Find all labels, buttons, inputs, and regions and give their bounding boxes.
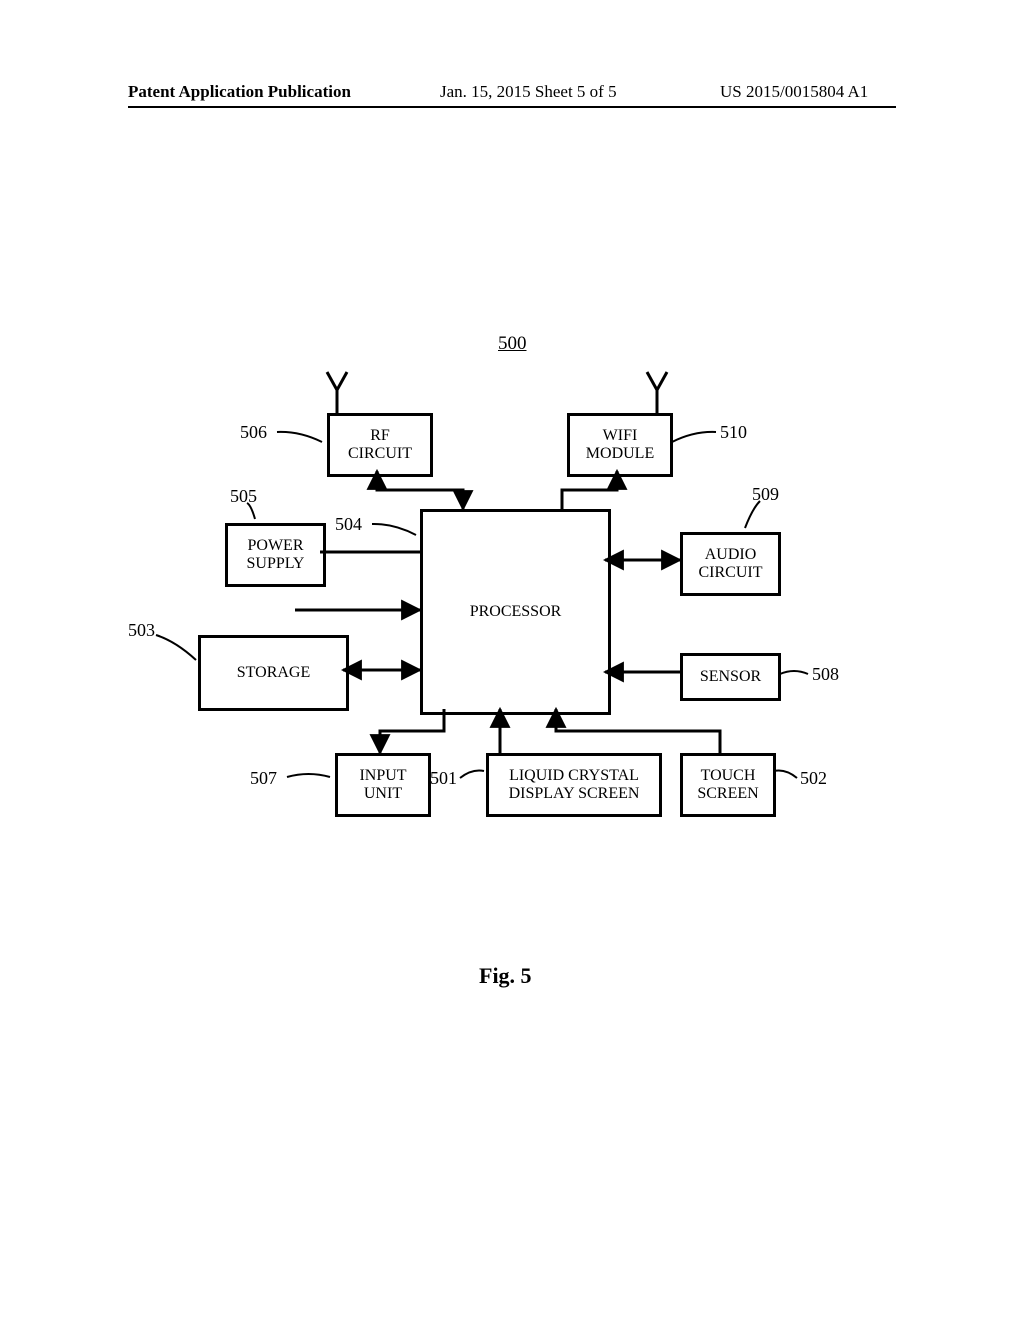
box-storage: STORAGE: [198, 635, 349, 711]
box-input: INPUTUNIT: [335, 753, 431, 817]
figure-caption: Fig. 5: [479, 963, 532, 989]
box-audio: AUDIOCIRCUIT: [680, 532, 781, 596]
ref-touch: 502: [800, 768, 827, 789]
ref-storage: 503: [128, 620, 155, 641]
box-processor: PROCESSOR: [420, 509, 611, 715]
ref-audio: 509: [752, 484, 779, 505]
ref-power: 505: [230, 486, 257, 507]
ref-rf: 506: [240, 422, 267, 443]
box-wifi: WIFIMODULE: [567, 413, 673, 477]
box-lcd: LIQUID CRYSTALDISPLAY SCREEN: [486, 753, 662, 817]
box-rf: RFCIRCUIT: [327, 413, 433, 477]
box-sensor: SENSOR: [680, 653, 781, 701]
block-diagram: RFCIRCUIT WIFIMODULE POWERSUPPLY PROCESSOR A…: [0, 0, 1024, 900]
ref-processor: 504: [335, 514, 362, 535]
box-touch: TOUCHSCREEN: [680, 753, 776, 817]
ref-input: 507: [250, 768, 277, 789]
ref-sensor: 508: [812, 664, 839, 685]
ref-wifi: 510: [720, 422, 747, 443]
ref-lcd: 501: [430, 768, 457, 789]
box-power: POWERSUPPLY: [225, 523, 326, 587]
